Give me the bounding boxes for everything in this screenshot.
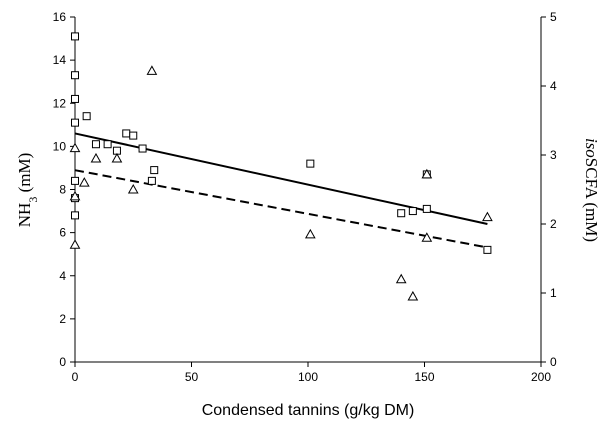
left-y-tick-label-2: 4 [59,269,66,283]
triangle-marker-2 [69,239,81,249]
square-marker-7 [82,112,91,121]
right-y-tick-label-0: 0 [550,355,557,369]
x-tick-label-2: 100 [298,370,318,384]
left-y-tick-label-8: 16 [53,10,67,24]
x-ticks: 0 50 100 150 200 [72,362,551,384]
x-axis: 0 50 100 150 200 [72,361,551,384]
triangle-marker-5 [111,152,123,163]
square-marker-9 [103,140,112,149]
right-y-axis-title-italic: iso [582,138,601,158]
right-y-tick-label-2: 2 [550,217,557,231]
left-y-ticks: 0 2 4 6 8 10 12 14 16 [53,10,75,369]
left-y-axis-title: NH3 (mM) [15,153,40,227]
square-marker-11 [122,129,131,138]
right-y-tick-label-1: 1 [550,286,557,300]
square-marker-1 [71,71,79,80]
square-marker-18 [408,207,417,216]
right-y-tick-label-4: 4 [550,79,557,93]
triangle-marker-10 [407,290,419,301]
left-y-tick-label-7: 14 [53,53,67,67]
square-marker-17 [397,209,406,218]
triangle-marker-3 [78,177,90,187]
x-tick-label-3: 150 [414,370,434,384]
square-marker-16 [306,159,315,168]
square-marker-3 [71,118,79,127]
square-marker-0 [71,32,79,41]
triangle-marker-9 [395,273,407,284]
triangle-marker-6 [127,183,139,194]
left-y-axis-title-unit: (mM) [15,153,34,197]
left-y-axis-title-subscript: 3 [26,197,40,203]
left-y-tick-label-6: 12 [53,96,67,110]
triangle-marker-0 [69,142,81,153]
square-marker-2 [71,94,79,103]
left-y-tick-label-3: 6 [59,226,66,240]
triangle-marker-11 [421,168,433,179]
left-y-tick-label-1: 2 [59,312,66,326]
left-y-tick-label-5: 10 [53,139,67,153]
right-y-tick-label-3: 3 [550,148,557,162]
triangle-marker-13 [482,211,493,222]
x-tick-label-1: 50 [185,370,199,384]
left-y-axis-title-main: NH [15,203,34,228]
triangle-marker-1 [69,190,81,201]
square-marker-12 [129,131,138,140]
square-marker-14 [147,176,156,185]
square-marker-8 [91,140,100,149]
x-axis-title: Condensed tannins (g/kg DM) [202,402,415,419]
right-y-axis-title-rest: SCFA (mM) [582,158,601,242]
right-y-axis-title: isoSCFA (mM) [582,138,601,242]
left-y-tick-label-4: 8 [59,183,66,197]
square-marker-19 [422,204,431,213]
triangle-marker-12 [421,232,433,242]
right-y-ticks: 0 1 2 3 4 5 [541,10,557,369]
x-tick-label-4: 200 [531,370,551,384]
left-y-axis: 0 2 4 6 8 10 12 14 16 [53,10,76,369]
left-y-tick-label-0: 0 [59,355,66,369]
square-marker-4 [71,176,79,185]
square-marker-21 [483,245,492,254]
triangle-marker-7 [146,65,158,75]
triangle-marker-4 [90,152,102,163]
square-marker-6 [71,211,79,220]
right-y-axis: 0 1 2 3 4 5 [540,10,557,369]
square-marker-15 [150,166,159,175]
square-marker-13 [138,144,147,153]
right-y-tick-label-5: 5 [550,10,557,24]
triangle-marker-8 [304,228,316,239]
data-markers [69,32,493,301]
x-tick-label-0: 0 [72,370,79,384]
